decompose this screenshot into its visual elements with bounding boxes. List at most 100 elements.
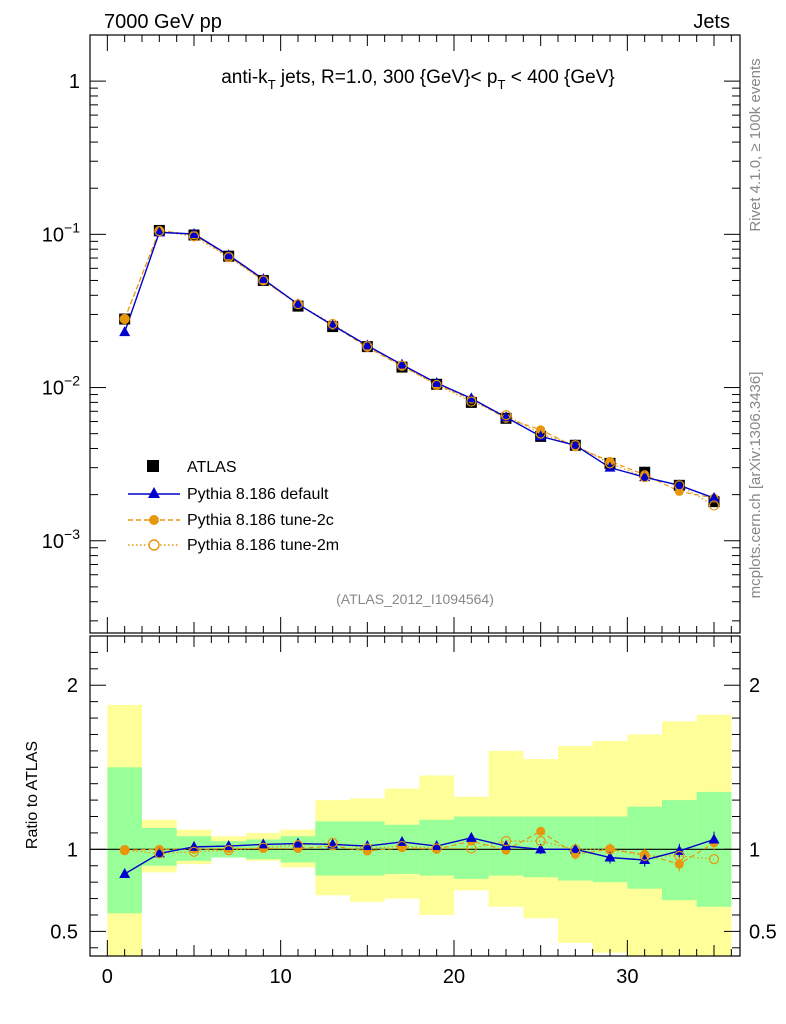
ratio-y-tick-label-right: 1: [749, 839, 760, 861]
ratio-line-default: [124, 837, 715, 875]
tune2m-point: [431, 379, 442, 391]
ratio-axis-ticks: [90, 636, 740, 956]
ratio-tune2m-point: [431, 843, 442, 854]
ratio-tune2c-point: [674, 859, 684, 869]
main-y-tick-label: 1: [69, 71, 80, 93]
ratio-tune2m-point: [535, 836, 546, 847]
tick-exponent: −3: [64, 526, 80, 542]
tune2m-point: [708, 500, 720, 511]
analysis-watermark: (ATLAS_2012_I1094564): [336, 591, 494, 607]
ratio-default-point: [292, 837, 304, 848]
main-y-tick-label: 10−3: [42, 526, 80, 553]
legend-label-tune2c: Pythia 8.186 tune-2c: [187, 512, 334, 529]
ratio-tune2m-point: [570, 844, 581, 855]
ratio-tune2m-point: [674, 850, 685, 861]
ratio-tune2m-point: [327, 837, 338, 848]
ratio-frame: [89, 635, 741, 957]
plot-title: anti-kT jets, R=1.0, 300 {GeV}< pT < 400…: [221, 67, 615, 92]
title-prefix: anti-k: [221, 67, 268, 88]
main-frame: [89, 34, 741, 634]
ratio-line-tune2c: [124, 830, 715, 865]
ratio-default-point: [604, 851, 616, 862]
ratio-tune2m-point: [188, 846, 200, 857]
tune2m-point: [674, 480, 685, 491]
tick-base: 1: [69, 71, 80, 93]
tune2m-point: [258, 275, 269, 286]
ratio-tune2m-point: [362, 843, 373, 854]
tune2m-point: [327, 318, 338, 330]
ratio-default-point: [396, 835, 408, 846]
default-point: [119, 326, 131, 337]
default-point: [223, 249, 235, 260]
ratio-tune2m-point: [223, 845, 234, 856]
ratio-default-point: [639, 854, 651, 864]
legend-marker-default: [148, 487, 160, 498]
default-point: [431, 377, 443, 388]
ratio-y-tick-label: 1: [67, 839, 78, 861]
tune2m-point: [535, 428, 546, 439]
default-point: [396, 358, 408, 369]
tune2m-point: [119, 313, 130, 325]
ratio-default-point: [569, 843, 581, 854]
title-suffix: < 400 {GeV}: [505, 67, 614, 88]
legend-label-atlas: ATLAS: [187, 459, 237, 476]
ratio-default-point: [223, 840, 235, 851]
default-point: [361, 339, 373, 350]
legend-label-default: Pythia 8.186 default: [187, 486, 329, 503]
default-point: [708, 492, 720, 503]
ratio-y-tick-label-right: 2: [749, 675, 760, 697]
tune2m-point: [500, 410, 512, 421]
main-line-default: [124, 231, 715, 499]
ratio-uncertainty-bands: [90, 704, 740, 956]
main-plot-panel: 110−110−210−3 anti-kT jets, R=1.0, 300 {…: [42, 34, 741, 634]
main-series-group: [119, 224, 720, 511]
header-left: 7000 GeV pp: [104, 11, 222, 33]
ratio-default-point: [465, 831, 477, 842]
ratio-tune2m-point: [639, 850, 650, 861]
ratio-default-point: [119, 867, 131, 878]
title-sub-kt: T: [268, 77, 276, 92]
default-point: [604, 461, 616, 472]
ratio-y-tick-label: 2: [67, 675, 78, 697]
ratio-y-tick-label: 0.5: [50, 921, 78, 943]
default-point: [569, 439, 581, 450]
tune2m-point: [570, 440, 581, 451]
header-right: Jets: [693, 11, 730, 33]
band-inner: [454, 816, 489, 879]
ratio-tune2c-point: [605, 844, 615, 854]
ratio-ylabel: Ratio to ATLAS: [24, 741, 41, 849]
ratio-tune2m-point: [119, 845, 130, 856]
default-point: [673, 479, 685, 490]
ratio-tune2m-point: [396, 840, 408, 852]
tick-base: 10: [42, 224, 64, 246]
mcplots-label: mcplots.cern.ch [arXiv:1306.3436]: [747, 372, 764, 599]
ratio-tune2c-point: [120, 845, 130, 855]
legend: ATLAS Pythia 8.186 default Pythia 8.186 …: [128, 459, 339, 554]
tick-exponent: −2: [64, 373, 80, 389]
main-axis-ticks: [90, 34, 740, 633]
ratio-default-point: [361, 840, 373, 851]
tune2m-point: [604, 458, 616, 469]
ratio-tune2c-point: [536, 826, 546, 836]
title-sub-pt: T: [497, 77, 505, 92]
main-y-tick-label: 10−2: [42, 373, 80, 400]
legend-label-tune2m: Pythia 8.186 tune-2m: [187, 537, 339, 554]
x-tick-label: 0: [102, 966, 113, 988]
ratio-series-group: [119, 826, 720, 878]
ratio-tune2m-point: [154, 848, 165, 859]
tick-base: 10: [42, 378, 64, 400]
ratio-tune2m-point: [466, 843, 477, 854]
tune2m-point: [154, 225, 165, 237]
tune2m-point: [362, 341, 373, 352]
ratio-tune2m-point: [604, 844, 616, 855]
band-inner: [107, 767, 142, 914]
default-point: [153, 226, 165, 237]
tick-base: 10: [42, 531, 64, 553]
ratio-tune2m-point: [292, 840, 304, 851]
rivet-label: Rivet 4.1.0, ≥ 100k events: [747, 58, 764, 231]
tune2m-point: [188, 231, 200, 242]
default-point: [188, 228, 200, 239]
ratio-y-tick-labels: 0.5 0.5 1 1 2 2: [50, 675, 777, 943]
main-y-tick-labels: 110−110−210−3: [42, 71, 80, 553]
